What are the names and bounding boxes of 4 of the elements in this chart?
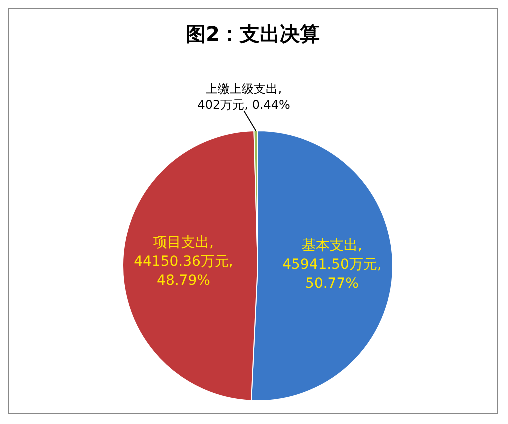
- slice-label: 项目支出, 44150.36万元, 48.79%: [134, 235, 234, 290]
- slice-label: 基本支出, 45941.50万元, 50.77%: [282, 238, 382, 292]
- chart-title: 图2：支出决算: [185, 21, 321, 48]
- slice-label: 上缴上级支出, 402万元, 0.44%: [198, 82, 290, 112]
